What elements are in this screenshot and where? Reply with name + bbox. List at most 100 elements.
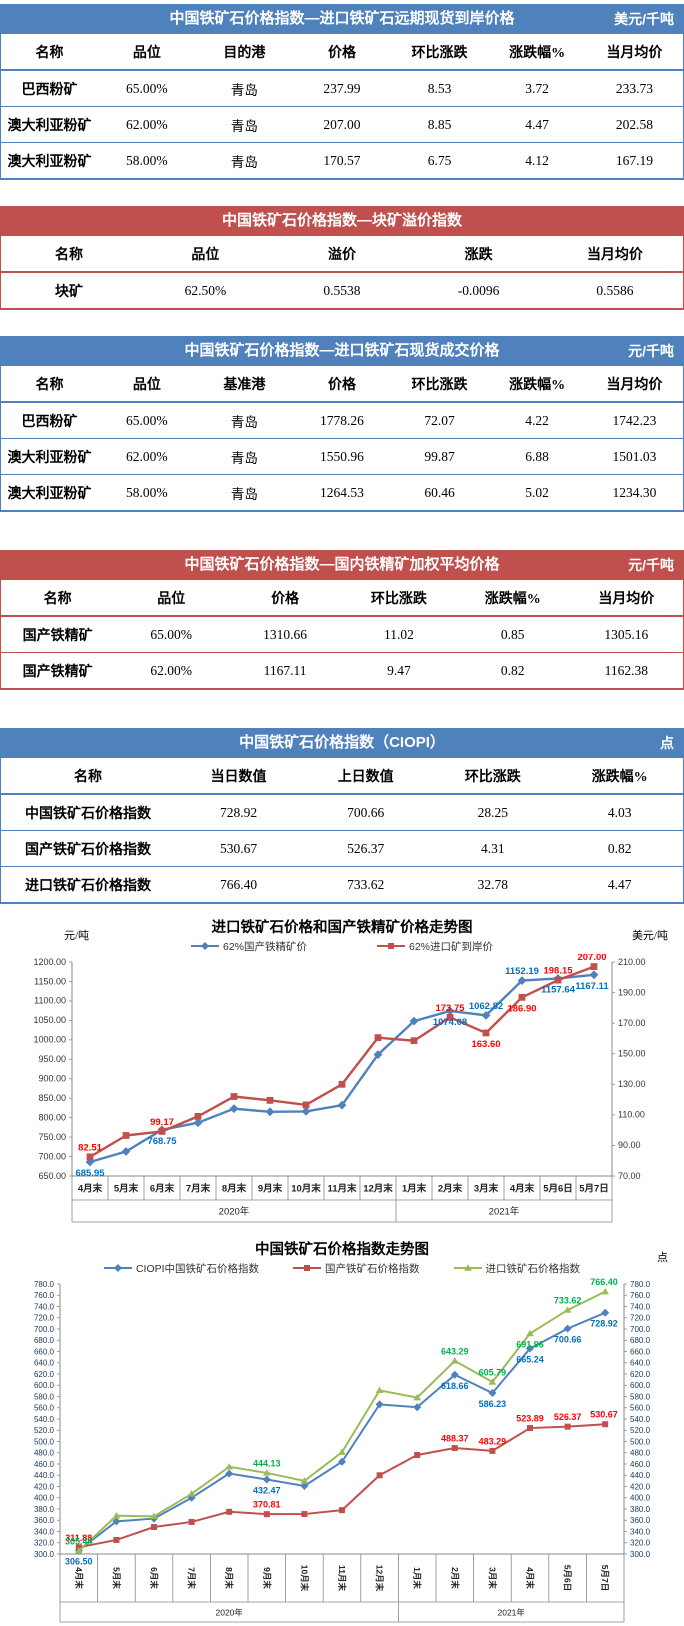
svg-text:733.62: 733.62 — [554, 1296, 582, 1306]
column-header: 品位 — [98, 366, 196, 403]
legend-marker-icon — [453, 1264, 482, 1271]
chart-index-trend: 中国铁矿石价格指数走势图 点 CIOPI中国铁矿石价格指数 国产铁矿石价格指数 进口… — [0, 1240, 684, 1626]
value-cell: 1167.11 — [228, 652, 342, 689]
chart-legend: CIOPI中国铁矿石价格指数 国产铁矿石价格指数 进口铁矿石价格指数 — [0, 1260, 684, 1276]
svg-text:760.0: 760.0 — [34, 1291, 55, 1300]
value-cell: 8.53 — [427, 80, 452, 96]
legend-marker-icon — [190, 942, 219, 950]
svg-text:340.0: 340.0 — [34, 1527, 55, 1536]
table-row: 国产铁精矿 62.00% 1167.11 9.47 0.82 1162.38 — [0, 652, 684, 689]
table-unit-label: 元/千吨 — [628, 557, 674, 573]
svg-text:900.00: 900.00 — [38, 1074, 66, 1084]
legend-label: CIOPI中国铁矿石价格指数 — [135, 1262, 260, 1275]
svg-text:1157.64: 1157.64 — [541, 984, 576, 995]
line-chart-canvas: 300.0 320.0 340.0 360.0 380.0 400.0 420.0 440.0… — [0, 1276, 684, 1626]
svg-text:640.0: 640.0 — [34, 1359, 55, 1368]
value-cell: 1550.96 — [293, 438, 391, 475]
svg-text:10月末: 10月末 — [299, 1565, 309, 1592]
value-cell: 青岛 — [195, 474, 294, 511]
table-unit-label: 点 — [660, 735, 674, 751]
value-cell: 1778.26 — [320, 412, 364, 428]
svg-text:90.00: 90.00 — [618, 1140, 641, 1150]
svg-text:720.0: 720.0 — [630, 1314, 651, 1323]
value-cell: 170.57 — [293, 142, 391, 179]
legend-marker-icon — [103, 1264, 132, 1272]
svg-text:4月末: 4月末 — [74, 1567, 84, 1589]
svg-text:530.67: 530.67 — [590, 1410, 618, 1420]
svg-text:740.0: 740.0 — [34, 1302, 55, 1311]
column-header: 当月均价 — [546, 236, 684, 273]
column-header: 名称 — [0, 580, 115, 617]
svg-text:4月末: 4月末 — [510, 1183, 535, 1195]
svg-text:950.00: 950.00 — [38, 1054, 66, 1064]
column-header: 上日数值 — [302, 758, 430, 795]
legend-item: 进口铁矿石价格指数 — [453, 1261, 581, 1276]
table-title: 中国铁矿石价格指数（CIOPI） — [239, 734, 445, 751]
svg-text:720.0: 720.0 — [34, 1314, 55, 1323]
value-cell: 28.25 — [477, 804, 508, 820]
value-cell: 202.58 — [585, 106, 684, 143]
svg-text:560.0: 560.0 — [34, 1404, 55, 1413]
data-table: 名称 品位 基准港 价格 环比涨跌 涨跌幅% 当月均价 巴西粉矿 65.00% 青岛 1778.26… — [0, 366, 684, 512]
column-header: 环比涨跌 — [429, 758, 557, 795]
value-cell: 700.66 — [347, 804, 385, 820]
chart-title: 中国铁矿石价格指数走势图 — [255, 1242, 429, 1258]
svg-text:680.0: 680.0 — [630, 1336, 651, 1345]
value-cell: 青岛 — [195, 438, 294, 475]
value-cell: 32.78 — [429, 866, 557, 903]
data-table: 名称 品位 溢价 涨跌 当月均价 块矿 62.50% 0.5538 -0.0096 0.5586 — [0, 236, 684, 310]
row-name-cell: 澳大利亚粉矿 — [0, 474, 99, 511]
svg-text:618.66: 618.66 — [441, 1381, 469, 1391]
column-header: 溢价 — [273, 236, 411, 273]
table-row: 巴西粉矿 65.00% 青岛 237.99 8.53 3.72 233.73 — [1, 70, 684, 107]
svg-text:540.0: 540.0 — [630, 1415, 651, 1424]
svg-text:380.0: 380.0 — [630, 1505, 651, 1514]
value-cell: 11.02 — [383, 626, 414, 642]
table-row: 澳大利亚粉矿 58.00% 青岛 1264.53 60.46 5.02 1234.30 — [0, 474, 684, 511]
svg-text:9月末: 9月末 — [262, 1567, 272, 1589]
column-header: 环比涨跌 — [390, 366, 489, 403]
value-cell: 6.88 — [488, 438, 586, 475]
table-import-forward-price: 中国铁矿石价格指数—进口铁矿石远期现货到岸价格 美元/千吨 名称 品位 目的港 价格环… — [0, 4, 684, 180]
value-cell: 4.22 — [525, 412, 549, 428]
svg-text:1000.00: 1000.00 — [33, 1035, 66, 1045]
table-title: 中国铁矿石价格指数—进口铁矿石远期现货到岸价格 — [169, 10, 515, 27]
svg-text:1100.00: 1100.00 — [34, 996, 66, 1006]
value-cell: 62.00% — [114, 652, 229, 689]
value-cell: 62.50% — [184, 282, 227, 298]
svg-text:210.00: 210.00 — [618, 957, 646, 967]
svg-text:6月末: 6月末 — [149, 1567, 159, 1589]
svg-text:850.00: 850.00 — [38, 1093, 66, 1103]
row-name-cell: 进口铁矿石价格指数 — [0, 866, 175, 903]
svg-text:480.0: 480.0 — [630, 1449, 651, 1458]
svg-text:400.0: 400.0 — [630, 1494, 651, 1503]
legend-label: 进口铁矿石价格指数 — [485, 1262, 581, 1275]
left-axis-unit: 元/吨 — [64, 930, 90, 942]
svg-text:173.75: 173.75 — [435, 1003, 465, 1014]
svg-text:6月末: 6月末 — [150, 1183, 175, 1195]
value-cell: 58.00% — [98, 474, 196, 511]
svg-text:660.0: 660.0 — [34, 1347, 55, 1356]
svg-text:640.0: 640.0 — [630, 1359, 651, 1368]
svg-text:5月末: 5月末 — [114, 1183, 139, 1195]
table-title-bar: 中国铁矿石价格指数—进口铁矿石现货成交价格 元/千吨 — [0, 336, 684, 366]
svg-text:190.00: 190.00 — [618, 987, 646, 997]
svg-text:440.0: 440.0 — [34, 1471, 55, 1480]
svg-text:500.0: 500.0 — [34, 1437, 55, 1446]
value-cell: 72.07 — [424, 412, 455, 428]
value-cell: 青岛 — [230, 414, 258, 430]
legend-item: CIOPI中国铁矿石价格指数 — [103, 1261, 260, 1276]
svg-text:420.0: 420.0 — [630, 1482, 651, 1491]
svg-text:5月7日: 5月7日 — [600, 1565, 610, 1591]
value-cell: 8.85 — [390, 106, 489, 143]
svg-text:305.44: 305.44 — [65, 1536, 93, 1546]
row-name-cell: 国产铁精矿 — [22, 628, 93, 644]
svg-text:380.0: 380.0 — [34, 1505, 55, 1514]
svg-text:1074.08: 1074.08 — [433, 1017, 467, 1028]
value-cell: 9.47 — [341, 652, 456, 689]
table-title-bar: 中国铁矿石价格指数—进口铁矿石远期现货到岸价格 美元/千吨 — [0, 4, 684, 34]
svg-text:620.0: 620.0 — [630, 1370, 651, 1379]
column-header: 名称 — [0, 758, 175, 795]
value-cell: 1742.23 — [612, 412, 657, 428]
svg-text:340.0: 340.0 — [630, 1527, 651, 1536]
